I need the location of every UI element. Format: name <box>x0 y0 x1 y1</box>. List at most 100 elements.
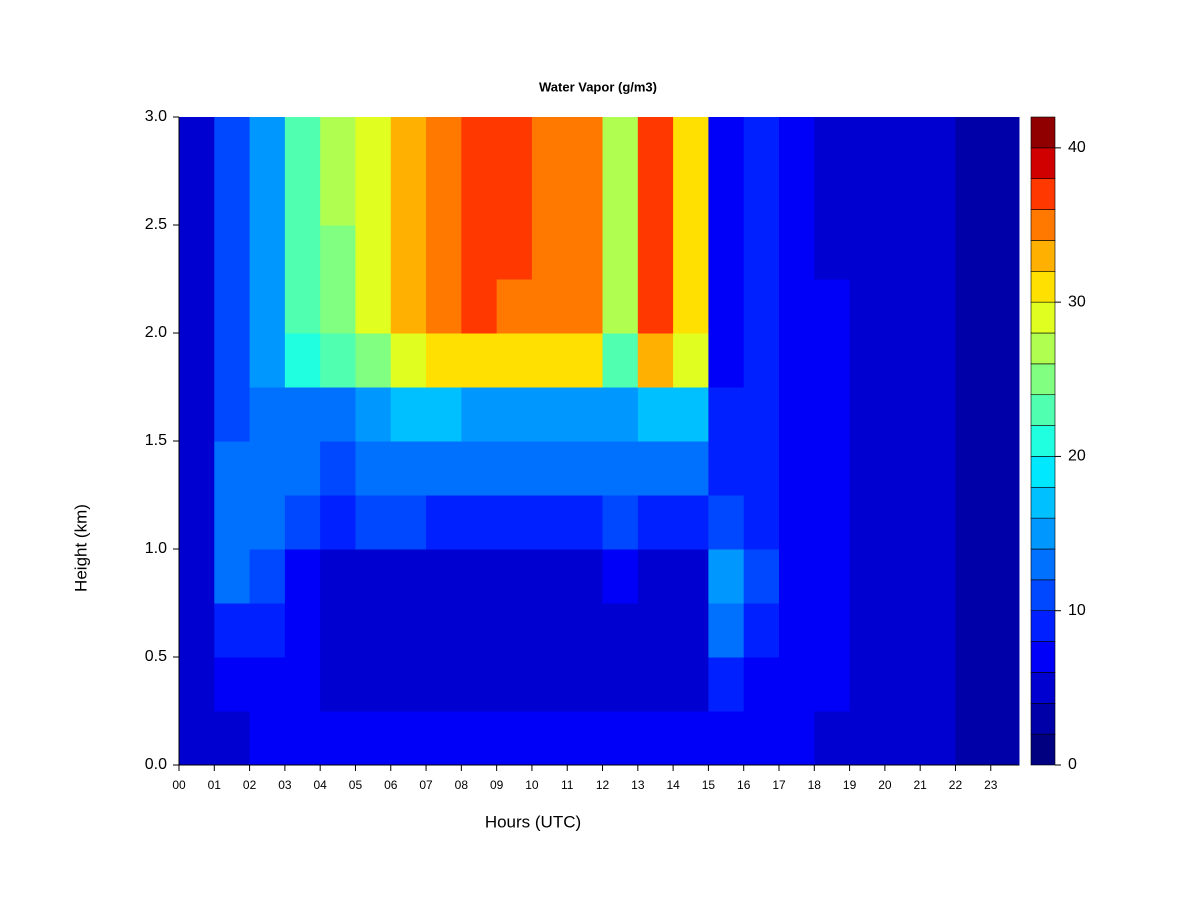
colorbar-band <box>1030 486 1056 519</box>
heat-cell <box>390 711 427 766</box>
x-tick-label: 02 <box>243 778 257 792</box>
heat-cell <box>214 225 251 280</box>
heat-cell <box>673 495 709 550</box>
heat-cell <box>708 117 745 172</box>
heat-cell <box>673 441 709 496</box>
heat-cell <box>779 711 815 766</box>
heat-cell <box>496 495 533 550</box>
heat-cell <box>955 495 992 550</box>
heat-cell <box>284 387 321 442</box>
heat-cell <box>814 387 851 442</box>
heat-cell <box>355 441 392 496</box>
y-tick-label: 2.0 <box>145 324 167 341</box>
heat-cell <box>990 711 1020 766</box>
heat-cell <box>814 603 851 658</box>
x-tick-label: 18 <box>808 778 822 792</box>
heat-cell <box>814 711 851 766</box>
heat-cell <box>496 225 533 280</box>
heat-cell <box>320 117 356 172</box>
heat-cell <box>320 225 356 280</box>
heat-cell <box>602 603 639 658</box>
x-tick-label: 21 <box>913 778 927 792</box>
heat-cell <box>426 657 462 712</box>
heat-cell <box>673 117 709 172</box>
heat-cell <box>284 117 321 172</box>
x-tick-label: 06 <box>384 778 398 792</box>
heat-cell <box>179 603 215 658</box>
y-tick-label: 0.5 <box>145 648 167 665</box>
heat-cell <box>355 387 392 442</box>
heat-cell <box>743 657 780 712</box>
heat-cell <box>990 117 1020 172</box>
heat-cell <box>849 441 886 496</box>
heat-cell <box>567 387 604 442</box>
heat-cell <box>426 279 462 334</box>
heat-cell <box>602 333 639 388</box>
heat-cell <box>743 603 780 658</box>
heat-cell <box>955 333 992 388</box>
heat-cell <box>637 117 674 172</box>
heat-cell <box>602 225 639 280</box>
heat-cell <box>743 495 780 550</box>
heat-cell <box>496 657 533 712</box>
heat-cell <box>249 333 286 388</box>
heat-cell <box>849 657 886 712</box>
colorbar-band <box>1030 610 1056 642</box>
heat-cell <box>884 657 921 712</box>
heat-cell <box>708 549 745 604</box>
heat-cell <box>284 225 321 280</box>
heat-cell <box>814 333 851 388</box>
heat-cell <box>496 333 533 388</box>
heat-cell <box>920 117 956 172</box>
heat-cell <box>214 657 251 712</box>
x-tick-label: 15 <box>702 778 716 792</box>
heat-cell <box>779 495 815 550</box>
heat-cell <box>920 549 956 604</box>
heat-cell <box>214 549 251 604</box>
colorbar-band <box>1030 178 1056 210</box>
heat-cell <box>990 549 1020 604</box>
heat-cell <box>214 711 251 766</box>
heat-cell <box>779 657 815 712</box>
heat-cell <box>390 225 427 280</box>
heat-cell <box>249 225 286 280</box>
heat-cell <box>849 603 886 658</box>
heat-cell <box>955 441 992 496</box>
heat-cell <box>214 387 251 442</box>
heat-cell <box>496 549 533 604</box>
heat-cell <box>602 495 639 550</box>
heat-cell <box>743 117 780 172</box>
heat-cell <box>920 279 956 334</box>
heat-cell <box>814 225 851 280</box>
heat-cell <box>602 171 639 226</box>
heat-cell <box>214 495 251 550</box>
heat-cell <box>602 711 639 766</box>
heat-cell <box>708 225 745 280</box>
heat-cell <box>249 495 286 550</box>
heat-cell <box>637 333 674 388</box>
heat-cell <box>849 711 886 766</box>
heat-cell <box>355 333 392 388</box>
heat-cell <box>849 549 886 604</box>
heat-cell <box>284 495 321 550</box>
heat-cell <box>779 387 815 442</box>
heat-cell <box>637 603 674 658</box>
heat-cell <box>779 333 815 388</box>
heat-cell <box>214 603 251 658</box>
heat-cell <box>602 387 639 442</box>
y-tick-label: 3.0 <box>145 108 167 125</box>
heat-cell <box>531 603 568 658</box>
colorbar-tick-label: 20 <box>1068 448 1086 465</box>
heat-cell <box>602 657 639 712</box>
heat-cell <box>849 387 886 442</box>
colorbar-band <box>1030 209 1056 241</box>
heat-cell <box>602 441 639 496</box>
heat-cell <box>673 387 709 442</box>
heat-cell <box>884 171 921 226</box>
heat-cell <box>743 711 780 766</box>
heat-cell <box>390 441 427 496</box>
heat-cell <box>461 441 498 496</box>
y-tick-label: 2.5 <box>145 216 167 233</box>
y-tick-label: 1.5 <box>145 432 167 449</box>
heat-cell <box>214 333 251 388</box>
